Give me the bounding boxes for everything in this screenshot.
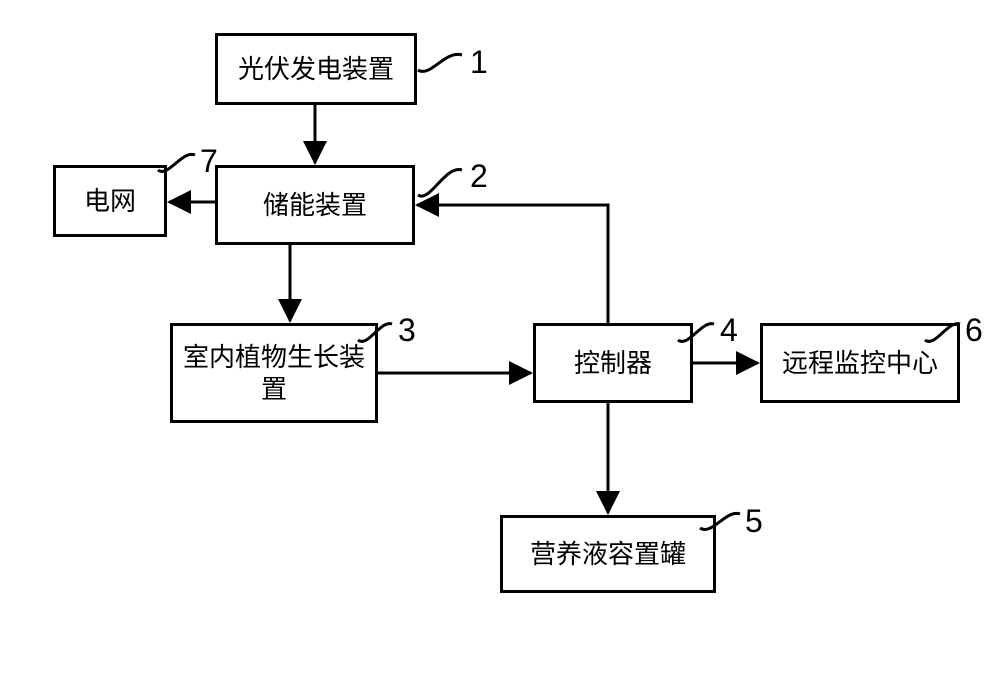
node-label: 室内植物生长装置: [177, 341, 371, 406]
node-remote-monitor: 远程监控中心: [760, 323, 960, 403]
squiggle-2: [418, 170, 462, 197]
node-indoor-plant-growth: 室内植物生长装置: [170, 323, 378, 423]
node-label: 远程监控中心: [782, 347, 938, 380]
node-label: 储能装置: [263, 189, 367, 222]
node-nutrient-tank: 营养液容置罐: [500, 515, 716, 593]
node-number-4: 4: [720, 312, 738, 349]
node-number-3: 3: [398, 312, 416, 349]
diagram-canvas: 光伏发电装置 1 电网 7 储能装置 2 室内植物生长装置 3 控制器 4 远程…: [0, 0, 1000, 682]
node-label: 控制器: [574, 347, 652, 380]
node-number-1: 1: [470, 44, 488, 81]
node-number-5: 5: [745, 503, 763, 540]
node-pv-generator: 光伏发电装置: [215, 33, 417, 105]
node-controller: 控制器: [533, 323, 693, 403]
squiggle-1: [418, 54, 462, 71]
node-label: 光伏发电装置: [238, 53, 394, 86]
node-grid: 电网: [53, 165, 167, 237]
node-label: 营养液容置罐: [530, 538, 686, 571]
node-number-2: 2: [470, 158, 488, 195]
node-label: 电网: [84, 185, 136, 218]
edge-4-to-2: [417, 205, 608, 323]
node-number-6: 6: [965, 312, 983, 349]
node-energy-storage: 储能装置: [215, 165, 415, 245]
